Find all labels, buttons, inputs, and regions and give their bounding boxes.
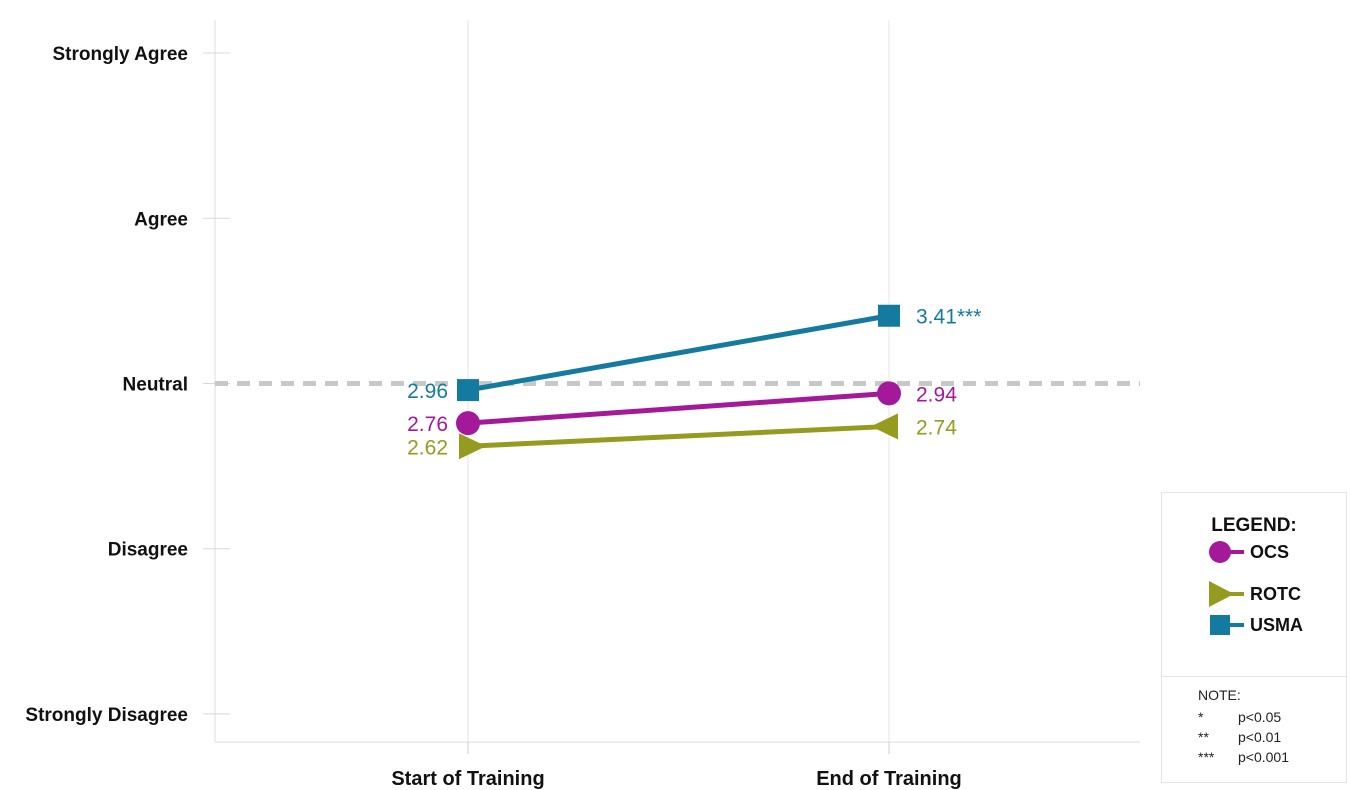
legend-item-ocs: OCS — [1206, 538, 1289, 566]
data-label: 3.41*** — [916, 306, 981, 329]
y-tick-label: Disagree — [108, 540, 188, 561]
data-point-triangle — [459, 433, 486, 460]
note-symbol: ** — [1198, 729, 1209, 745]
legend-item-rotc: ROTC — [1206, 580, 1301, 608]
note-text: p<0.01 — [1238, 729, 1282, 745]
series-line-usma — [467, 313, 890, 393]
triangle-marker-icon — [1209, 581, 1244, 607]
note-text: p<0.001 — [1238, 749, 1289, 765]
circle-marker-icon — [1209, 541, 1244, 563]
legend-label-usma: USMA — [1250, 614, 1303, 635]
data-label: 2.76 — [407, 413, 448, 436]
y-tick-label: Neutral — [123, 374, 188, 395]
note-box: NOTE: * p<0.05 ** p<0.01 *** p<0.001 — [1161, 676, 1347, 783]
data-point-circle — [877, 381, 901, 406]
series-line-ocs — [467, 390, 890, 426]
note-row: * p<0.05 — [1198, 709, 1281, 725]
legend-item-usma: USMA — [1206, 611, 1303, 639]
x-tick-label: Start of Training — [391, 768, 544, 790]
note-text: p<0.05 — [1238, 709, 1282, 725]
data-point-square — [457, 379, 479, 402]
y-tick-label: Strongly Disagree — [25, 705, 188, 726]
note-row: *** p<0.001 — [1198, 749, 1289, 765]
note-title: NOTE: — [1198, 687, 1241, 703]
series-line-rotc — [467, 423, 890, 449]
note-symbol: *** — [1198, 749, 1215, 765]
y-tick-label: Strongly Agree — [53, 44, 189, 65]
data-label: 2.94 — [916, 383, 957, 406]
data-label: 2.62 — [407, 436, 448, 459]
note-row: ** p<0.01 — [1198, 729, 1281, 745]
legend-title: LEGEND: — [1211, 515, 1297, 536]
data-label: 2.74 — [916, 416, 957, 439]
legend-label-ocs: OCS — [1250, 541, 1290, 562]
square-marker-icon — [1210, 615, 1244, 635]
legend-label-rotc: ROTC — [1250, 583, 1301, 604]
y-tick-label: Agree — [134, 209, 188, 230]
data-label: 2.96 — [407, 380, 448, 403]
data-point-square — [878, 304, 900, 327]
data-point-circle — [456, 411, 480, 436]
data-point-triangle — [871, 413, 898, 440]
legend: LEGEND: OCS ROTC USMA — [1161, 492, 1347, 677]
x-tick-label: End of Training — [816, 768, 962, 790]
note-symbol: * — [1198, 709, 1204, 725]
